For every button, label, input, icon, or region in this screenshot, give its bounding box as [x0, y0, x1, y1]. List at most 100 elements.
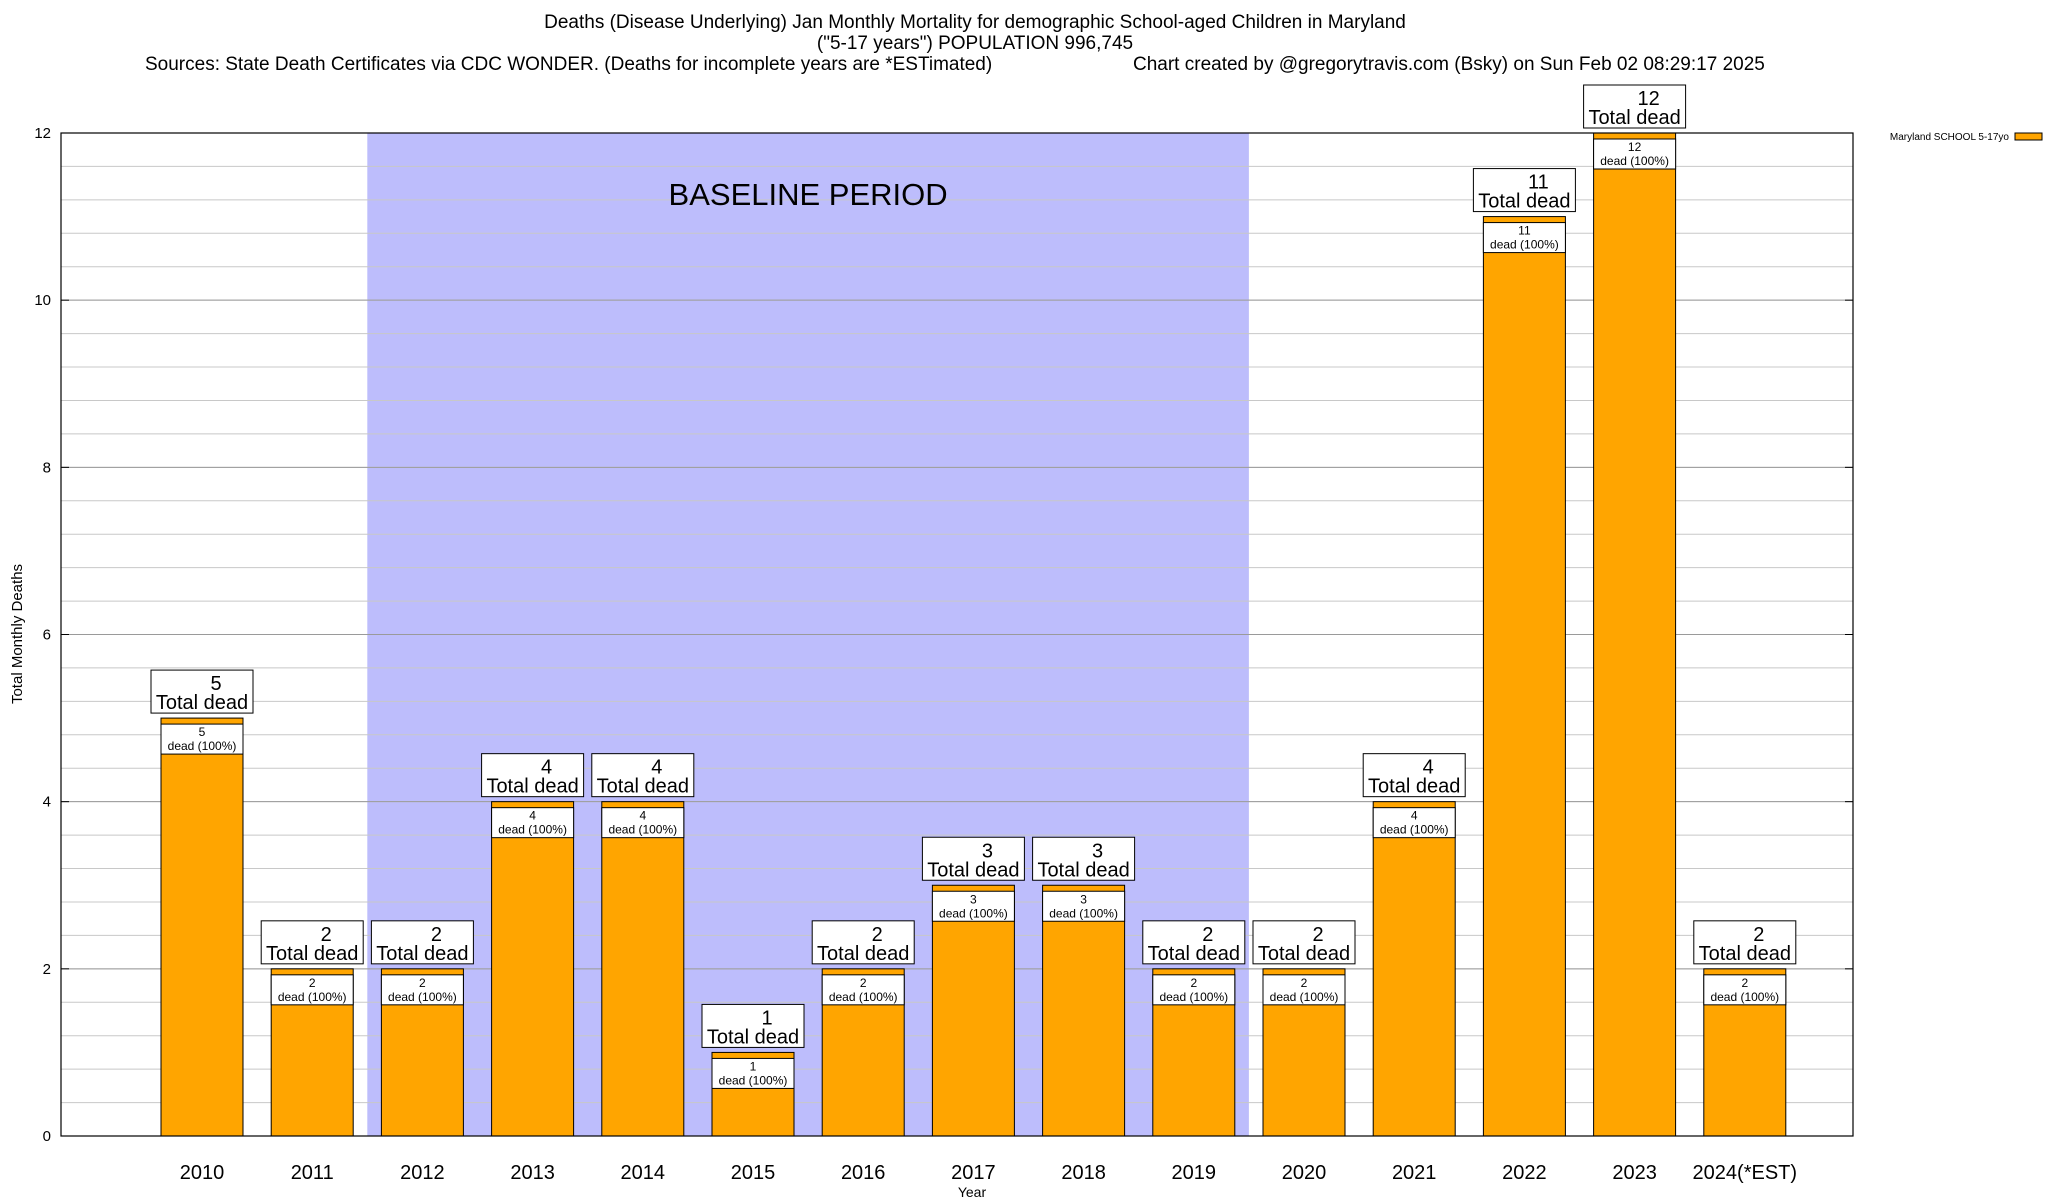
bar-total-label-box	[1032, 836, 1136, 881]
bar	[1593, 132, 1677, 1137]
bar-inner-label-box	[380, 974, 464, 1006]
bar-total-label: Total dead	[156, 692, 248, 714]
bar-inner-label-box	[1372, 807, 1456, 839]
bar-total-label: Total dead	[486, 776, 578, 798]
x-tick-label: 2013	[510, 1162, 555, 1184]
x-tick-label: 2016	[841, 1162, 886, 1184]
x-tick-label: 2018	[1061, 1162, 1106, 1184]
y-tick-label: 8	[43, 459, 51, 476]
bar-total-label: Total dead	[1368, 776, 1460, 798]
bar-total-value: 1	[761, 1007, 772, 1029]
bar-inner-label-box	[1152, 974, 1236, 1006]
bar-inner-label: dead (100%)	[498, 823, 567, 837]
bar-total-value: 3	[982, 840, 993, 862]
bar-total-value: 2	[872, 924, 883, 946]
y-tick-label: 2	[43, 961, 51, 978]
bar-total-value: 3	[1092, 840, 1103, 862]
bar-total-value: 2	[1202, 924, 1213, 946]
bar-total-label-box	[481, 753, 585, 798]
bar	[491, 801, 575, 1137]
bar-total-value: 4	[541, 757, 552, 779]
legend-swatch	[2014, 132, 2043, 141]
x-tick-label: 2019	[1172, 1162, 1217, 1184]
bar-inner-value: 11	[1518, 224, 1531, 238]
bar-total-label: Total dead	[1258, 943, 1350, 965]
bar-inner-label-box	[601, 807, 685, 839]
bar-inner-label-box	[491, 807, 575, 839]
legend-label: Maryland SCHOOL 5-17yo	[1890, 132, 2010, 143]
bar-inner-label: dead (100%)	[1490, 238, 1559, 252]
bar	[931, 884, 1015, 1137]
bar-inner-value: 2	[1301, 976, 1308, 990]
bar-inner-label: dead (100%)	[1710, 990, 1779, 1004]
bar-total-label: Total dead	[1148, 943, 1240, 965]
bar-inner-label: dead (100%)	[1159, 990, 1228, 1004]
bar-inner-value: 2	[1190, 976, 1197, 990]
bar-inner-label-box	[1593, 138, 1677, 170]
x-tick-label: 2010	[180, 1162, 225, 1184]
x-tick-label: 2020	[1282, 1162, 1327, 1184]
bar-total-label: Total dead	[817, 943, 909, 965]
bar-total-label-box	[260, 920, 364, 965]
chart-sources: Sources: State Death Certificates via CD…	[145, 54, 993, 75]
bar-inner-label: dead (100%)	[388, 990, 457, 1004]
y-tick-label: 12	[34, 125, 51, 142]
x-tick-label: 2022	[1502, 1162, 1547, 1184]
bar	[1482, 216, 1566, 1137]
x-tick-label: 2021	[1392, 1162, 1437, 1184]
bar-total-label-box	[370, 920, 474, 965]
bar-inner-label: dead (100%)	[1600, 154, 1669, 168]
bar-total-label-box	[1362, 753, 1466, 798]
bar-total-value: 12	[1637, 88, 1659, 110]
bar-total-label: Total dead	[707, 1026, 799, 1048]
bar-inner-label: dead (100%)	[1270, 990, 1339, 1004]
bar-inner-value: 2	[419, 976, 426, 990]
bar-inner-label: dead (100%)	[168, 739, 237, 753]
bar-total-value: 2	[431, 924, 442, 946]
bar-total-label: Total dead	[1478, 191, 1570, 213]
baseline-label: BASELINE PERIOD	[669, 177, 948, 212]
x-axis-label: Year	[958, 1184, 987, 1200]
x-tick-label: 2012	[400, 1162, 445, 1184]
bar-total-value: 2	[1753, 924, 1764, 946]
bar-inner-label: dead (100%)	[278, 990, 347, 1004]
bar-inner-label: dead (100%)	[1049, 906, 1118, 920]
bar-inner-label-box	[711, 1057, 795, 1089]
y-tick-label: 10	[34, 292, 51, 309]
bar-total-label-box	[921, 836, 1025, 881]
x-tick-label: 2014	[621, 1162, 666, 1184]
y-tick-label: 0	[43, 1128, 51, 1145]
bar-inner-label-box	[1703, 974, 1787, 1006]
x-tick-label: 2023	[1612, 1162, 1657, 1184]
bar-inner-label-box	[270, 974, 354, 1006]
bar-total-value: 2	[1312, 924, 1323, 946]
bar-total-label: Total dead	[376, 943, 468, 965]
x-tick-label: 2015	[731, 1162, 776, 1184]
bar-inner-value: 3	[970, 892, 977, 906]
bar-total-label: Total dead	[1699, 943, 1791, 965]
bar-total-label-box	[1693, 920, 1797, 965]
bar-total-value: 4	[651, 757, 662, 779]
bar-total-value: 5	[210, 673, 221, 695]
bar-inner-value: 3	[1080, 892, 1087, 906]
bar-inner-label-box	[160, 723, 244, 755]
chart-credit: Chart created by @gregorytravis.com (Bsk…	[1133, 54, 1765, 75]
x-tick-label: 2024(*EST)	[1693, 1162, 1798, 1184]
bar-inner-label-box	[1482, 222, 1566, 254]
bar	[1042, 884, 1126, 1137]
bar-total-label: Total dead	[597, 776, 689, 798]
bar-inner-value: 2	[860, 976, 867, 990]
bar-inner-label: dead (100%)	[829, 990, 898, 1004]
chart-title-line-1: Deaths (Disease Underlying) Jan Monthly …	[544, 12, 1406, 33]
bar-inner-label-box	[1042, 890, 1126, 922]
bar-inner-value: 12	[1628, 140, 1642, 154]
bar-total-label: Total dead	[1037, 859, 1129, 881]
y-axis-label: Total Monthly Deaths	[9, 564, 26, 704]
bar-total-label-box	[701, 1003, 805, 1048]
bar-inner-label-box	[821, 974, 905, 1006]
bar-total-value: 4	[1423, 757, 1434, 779]
bar-total-value: 11	[1528, 172, 1549, 194]
bar-inner-label: dead (100%)	[719, 1073, 788, 1087]
bar	[1372, 801, 1456, 1137]
bar-inner-label-box	[1262, 974, 1346, 1006]
